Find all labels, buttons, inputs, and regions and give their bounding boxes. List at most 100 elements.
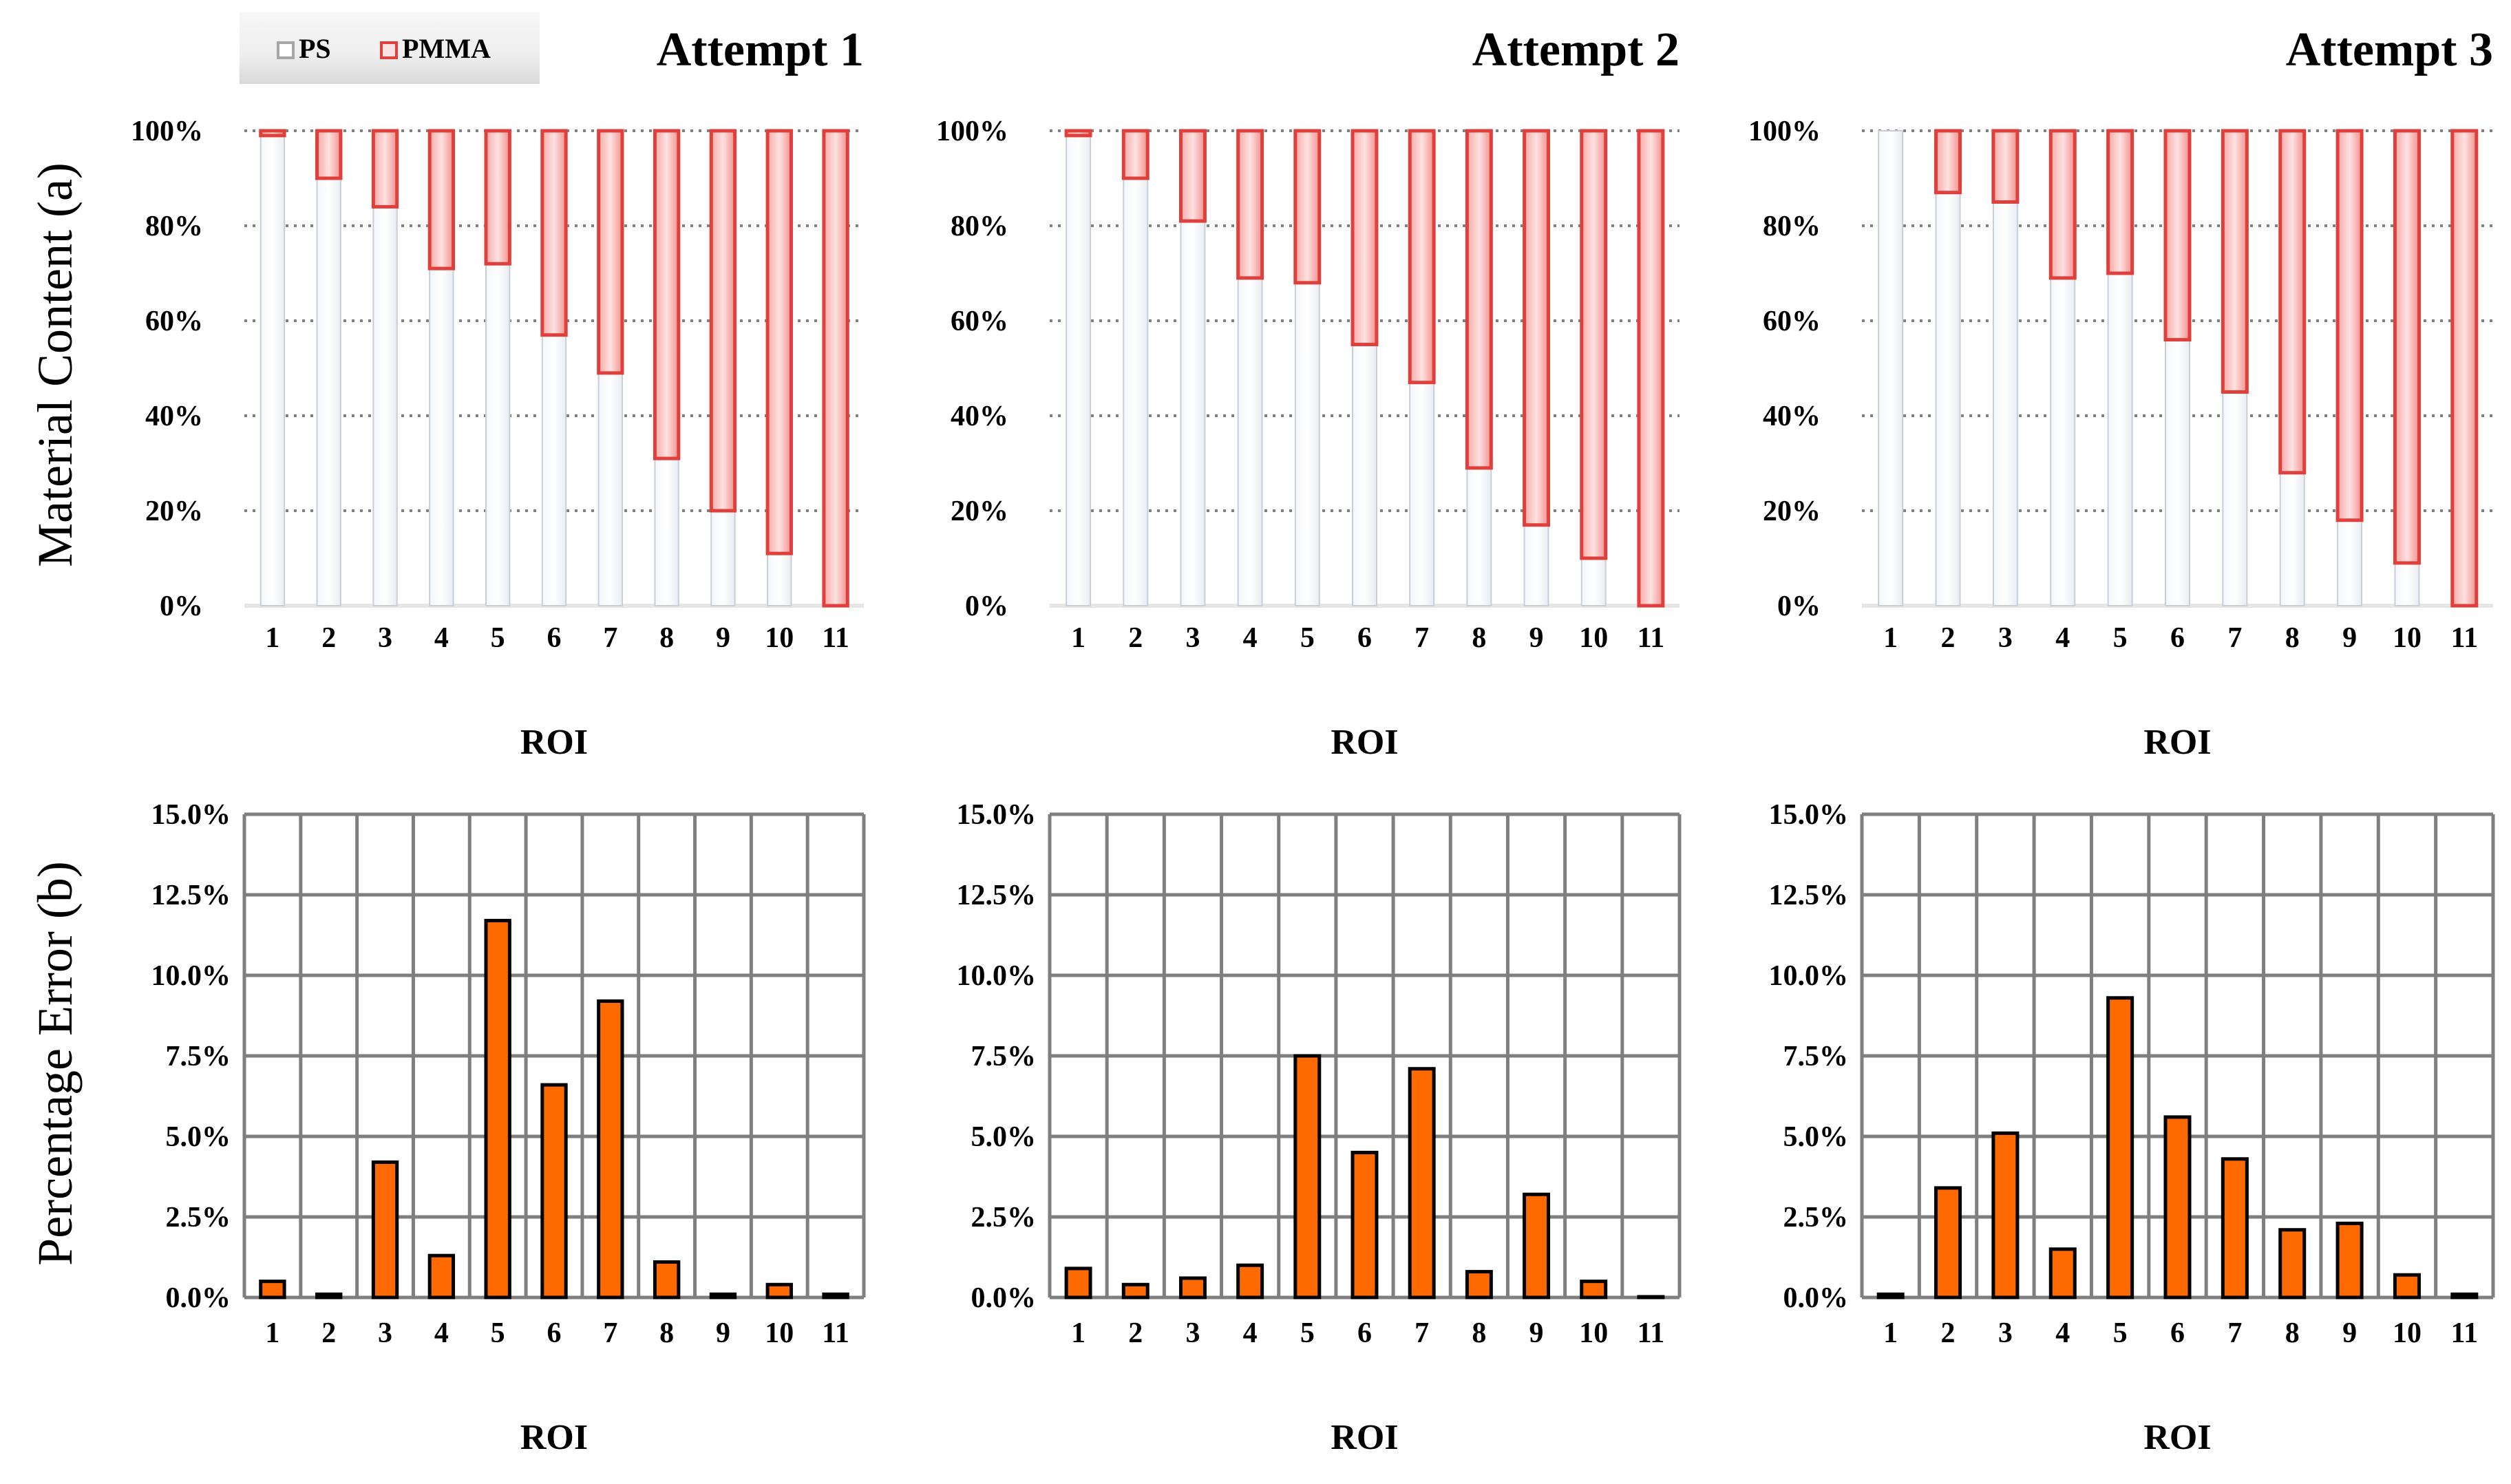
x-tick-label: 4 xyxy=(1243,1317,1258,1349)
pmma-bar xyxy=(2335,129,2364,522)
y-tick-label: 0% xyxy=(965,591,1008,622)
x-tick-label: 6 xyxy=(2170,622,2185,654)
y-tick-label: 2.5% xyxy=(166,1202,231,1233)
x-tick-label: 3 xyxy=(1998,1317,2013,1349)
x-tick-label: 7 xyxy=(603,622,617,654)
error-bar xyxy=(1465,1270,1493,1300)
x-tick-label: 10 xyxy=(2393,1317,2422,1349)
pmma-bar xyxy=(1236,129,1264,280)
error-bar xyxy=(1408,1067,1436,1300)
ps-bar xyxy=(1294,282,1320,606)
y-tick-label: 0.0% xyxy=(166,1282,231,1314)
ps-bar xyxy=(1992,201,2018,606)
y-tick-label: 40% xyxy=(145,401,203,432)
x-tick-label: 11 xyxy=(1638,1317,1665,1349)
content-chart-3: 0% 20% 40% 60% 80% 100% 1 2 3 4 5 6 7 8 9 10 11 Attempt 3… xyxy=(1748,23,2493,762)
x-tick-label: 2 xyxy=(321,1317,336,1349)
pmma-bar xyxy=(259,129,286,138)
x-tick-label: 9 xyxy=(716,622,730,654)
error-bar xyxy=(1064,1266,1092,1300)
x-tick-label: 7 xyxy=(1415,1317,1429,1349)
x-tick-label: 11 xyxy=(822,1317,849,1349)
x-tick-label: 4 xyxy=(434,1317,449,1349)
pmma-bar xyxy=(765,129,793,555)
ps-bar xyxy=(654,458,679,606)
x-tick-label: 6 xyxy=(547,622,562,654)
y-tick-label: 12.5% xyxy=(1769,880,1849,911)
ps-bar xyxy=(767,553,792,606)
ps-bar xyxy=(1935,191,1961,606)
content-chart-1: 0% 20% 40% 60% 80% 100% 1 2 3 4 5 6 7 8 9 10 11 Attempt 1… xyxy=(131,23,864,762)
x-tick-label: 9 xyxy=(2342,1317,2357,1349)
y-tick-label: 15.0% xyxy=(1769,799,1849,831)
error-bar xyxy=(1121,1282,1149,1300)
x-tick-label: 2 xyxy=(1128,622,1143,654)
pmma-bar xyxy=(709,129,737,513)
pmma-bar xyxy=(597,129,624,375)
x-axis-label: ROI xyxy=(520,1418,588,1457)
x-tick-label: 10 xyxy=(765,622,794,654)
error-bar xyxy=(765,1282,793,1300)
pmma-bar xyxy=(1178,129,1207,223)
pmma-bar xyxy=(1991,129,2020,204)
pmma-bar xyxy=(822,129,849,608)
x-tick-label: 6 xyxy=(1357,1317,1372,1349)
legend-pmma-label: PMMA xyxy=(402,33,491,64)
x-tick-label: 5 xyxy=(2113,622,2128,654)
y-tick-label: 0.0% xyxy=(971,1282,1037,1314)
pmma-bar xyxy=(1408,129,1436,385)
ps-bar xyxy=(2279,471,2305,606)
y-tick-label: 10.0% xyxy=(1769,960,1849,992)
ps-bar xyxy=(541,334,567,606)
error-bar xyxy=(540,1083,568,1300)
ps-bar xyxy=(485,263,511,606)
y-tick-label: 80% xyxy=(1763,211,1821,242)
x-tick-label: 1 xyxy=(265,622,279,654)
error-bar xyxy=(2278,1228,2307,1300)
y-tick-label: 10.0% xyxy=(957,960,1037,992)
x-tick-label: 8 xyxy=(1472,1317,1486,1349)
y-tick-label: 20% xyxy=(1763,496,1821,527)
error-bar xyxy=(2393,1273,2421,1300)
x-tick-label: 8 xyxy=(2285,622,2300,654)
error-bar xyxy=(1178,1276,1207,1300)
x-tick-label: 11 xyxy=(2450,1317,2478,1349)
y-tick-label: 20% xyxy=(951,496,1008,527)
error-bar xyxy=(709,1292,737,1300)
error-bar xyxy=(484,918,511,1300)
pmma-bar xyxy=(484,129,511,266)
x-tick-label: 3 xyxy=(1185,1317,1200,1349)
y-tick-label: 40% xyxy=(1763,401,1821,432)
x-tick-label: 9 xyxy=(2342,622,2357,654)
legend-ps-label: PS xyxy=(299,33,331,64)
pmma-bar xyxy=(1121,129,1149,180)
y-tick-label: 15.0% xyxy=(957,799,1037,831)
error-bar xyxy=(1236,1263,1264,1300)
y-tick-label: 0% xyxy=(160,591,203,622)
x-tick-label: 4 xyxy=(2055,1317,2070,1349)
ps-bar xyxy=(1466,467,1492,607)
pmma-bar xyxy=(1580,129,1608,560)
error-chart-1: 0.0% 2.5% 5.0% 7.5% 10.0% 12.5% 15.0% 1 2 3 4 5 6 7 8 9… xyxy=(151,799,866,1457)
x-tick-label: 2 xyxy=(1128,1317,1143,1349)
pmma-bar xyxy=(427,129,456,271)
error-bar xyxy=(1876,1292,1905,1300)
x-tick-label: 1 xyxy=(1071,1317,1085,1349)
x-tick-label: 2 xyxy=(1941,622,1956,654)
error-bar xyxy=(1934,1186,1962,1300)
x-tick-label: 9 xyxy=(1529,1317,1544,1349)
y-tick-label: 0% xyxy=(1777,591,1821,622)
x-tick-label: 2 xyxy=(1941,1317,1956,1349)
x-tick-label: 5 xyxy=(1300,1317,1315,1349)
error-bar xyxy=(2163,1115,2192,1300)
content-chart-2: 0% 20% 40% 60% 80% 100% 1 2 3 4 5 6 7 8 9 10 11 Attempt 2… xyxy=(936,23,1680,762)
legend-ps-swatch xyxy=(277,41,295,59)
error-bar xyxy=(315,1292,343,1300)
x-tick-label: 1 xyxy=(1883,622,1898,654)
x-tick-label: 1 xyxy=(265,1317,279,1349)
pmma-bar xyxy=(540,129,568,337)
x-tick-label: 10 xyxy=(2393,622,2422,654)
x-tick-label: 3 xyxy=(378,1317,392,1349)
